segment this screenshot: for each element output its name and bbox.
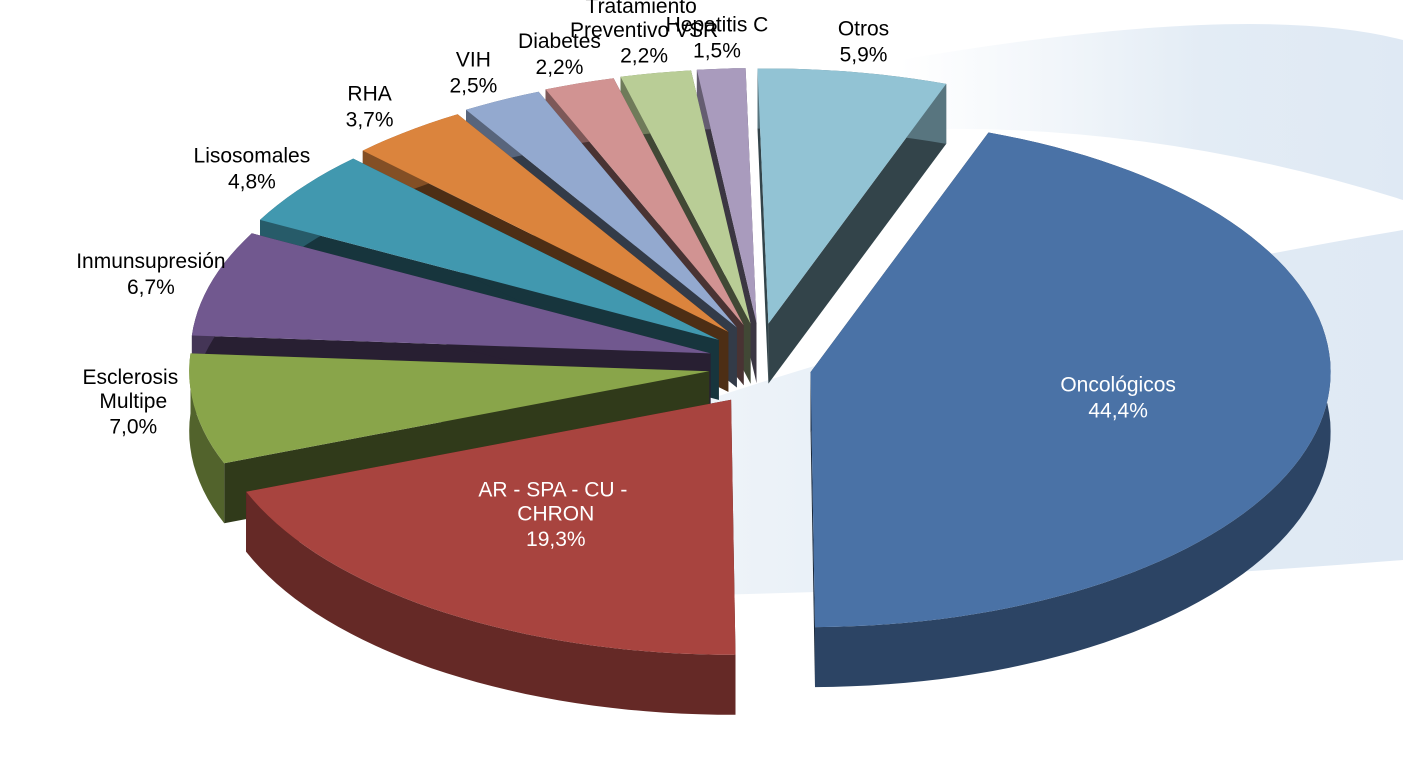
- labels: Oncológicos 44,4% AR - SPA - CU - CHRON 19,…: [76, 0, 1176, 551]
- slice-side: [189, 353, 225, 524]
- category-label: VIH: [456, 48, 491, 71]
- slice-side: [757, 68, 769, 384]
- pie-slice: [191, 233, 711, 354]
- value-label: 2,2%: [620, 44, 668, 67]
- value-label: 4,8%: [228, 171, 276, 194]
- category-label: Lisosomales: [194, 145, 311, 168]
- pie-slice: [620, 70, 751, 324]
- value-label: 1,5%: [693, 40, 741, 63]
- pie-slice: [466, 91, 737, 328]
- slice-side: [810, 372, 815, 688]
- pie: [189, 68, 1331, 715]
- category-label: Oncológicos: [1060, 374, 1176, 397]
- category-label: Esclerosis Multipe: [83, 365, 185, 412]
- value-label: 3,7%: [346, 108, 394, 131]
- category-label: AR - SPA - CU - CHRON: [478, 478, 633, 525]
- value-label: 5,9%: [840, 43, 888, 66]
- category-label: Diabetes: [518, 30, 601, 53]
- slice-side: [815, 132, 1331, 688]
- pie-slice: [810, 132, 1331, 628]
- watermark: [900, 24, 1403, 200]
- category-label: Inmunsupresión: [76, 250, 225, 273]
- category-label: Hepatitis C: [666, 14, 769, 37]
- value-label: 2,5%: [449, 74, 497, 97]
- pie-slice: [189, 353, 710, 464]
- value-label: 6,7%: [127, 276, 175, 299]
- slice-side: [246, 491, 736, 715]
- value-label: 2,2%: [536, 56, 584, 79]
- pie-slice: [246, 399, 736, 655]
- pie-slice: [757, 68, 947, 324]
- category-label: Tratamiento Preventivo VSR: [570, 0, 718, 41]
- pie-slice: [362, 114, 729, 332]
- value-label: 7,0%: [109, 415, 157, 438]
- value-label: 44,4%: [1088, 400, 1148, 423]
- slice-side: [768, 83, 947, 384]
- pie-slice: [696, 68, 757, 324]
- pie-slice: [545, 78, 744, 326]
- category-label: RHA: [347, 82, 391, 105]
- value-label: 19,3%: [526, 528, 586, 551]
- pie-slice: [260, 158, 719, 340]
- category-label: Otros: [838, 17, 889, 40]
